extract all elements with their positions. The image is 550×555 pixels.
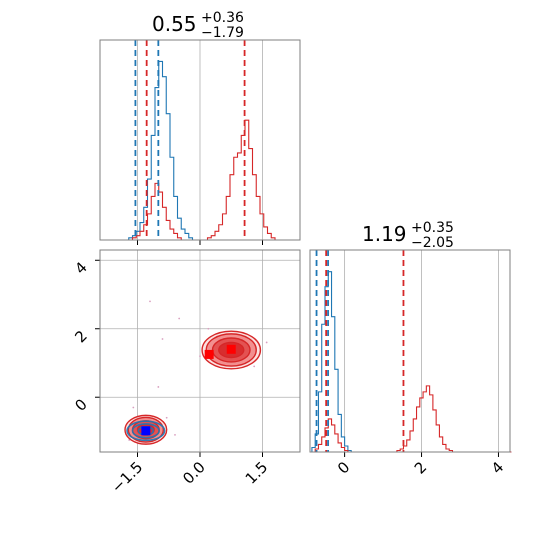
scatter-marker-square-1 <box>226 344 236 354</box>
title-param1-value: 0.55 <box>152 12 197 36</box>
scatter-outlier-point-10 <box>157 386 160 388</box>
title-param1: 0.55 +0.36 −1.79 <box>152 10 244 41</box>
scatter-outlier-point-8 <box>174 433 176 436</box>
x-param1-tick-label-0: −1.5 <box>108 458 146 496</box>
scatter-outlier-point-5 <box>132 406 135 409</box>
scatter-outlier-point-2 <box>161 338 164 340</box>
title-param2-lower: −2.05 <box>411 235 454 251</box>
x-param1-tick-label-1: 0.0 <box>179 458 209 488</box>
scatter-outlier-point-6 <box>165 416 168 419</box>
panel-hist-param2 <box>309 249 512 457</box>
y-param2-tick-label-0: 0 <box>71 395 90 414</box>
hist1-hist-red-1 <box>125 119 283 241</box>
y-param2-tick-label-1: 2 <box>71 327 90 346</box>
blue-contour-mode0-level1 <box>131 423 160 439</box>
panel-scatter-2d <box>95 249 301 457</box>
x-param1-tick-label-2: 1.5 <box>242 458 272 488</box>
title-param2-value: 1.19 <box>362 222 407 246</box>
scatter-outlier-point-11 <box>207 327 210 330</box>
scatter-frame <box>99 249 301 453</box>
hist1-hist-blue-0 <box>125 60 283 241</box>
scatter-outlier-point-3 <box>265 341 268 344</box>
x-param2-tick-label-0: 0 <box>334 458 353 477</box>
title-param1-lower: −1.79 <box>201 25 244 41</box>
title-param2: 1.19 +0.35 −2.05 <box>362 220 454 251</box>
x-param2-tick-label-2: 4 <box>488 458 507 477</box>
scatter-outlier-point-0 <box>149 300 151 303</box>
blue-contour-mode0-level2 <box>126 420 166 442</box>
title-param2-upper: +0.35 <box>411 220 454 236</box>
scatter-outlier-point-4 <box>199 355 201 358</box>
x-param2-tick-label-1: 2 <box>411 458 430 477</box>
scatter-marker-square-0 <box>204 349 214 359</box>
panel-hist-param1 <box>99 39 301 245</box>
hist2-frame <box>309 249 511 453</box>
scatter-marker-square-2 <box>141 426 151 436</box>
hist1-frame <box>99 39 301 241</box>
axis-tick-labels: −1.5 0.0 1.5 0 2 4 0 2 4 <box>71 258 507 496</box>
hist2-hist-blue-0 <box>311 271 512 453</box>
scatter-outlier-point-9 <box>253 365 256 368</box>
scatter-outlier-point-1 <box>178 317 181 320</box>
title-param1-upper: +0.36 <box>201 10 244 26</box>
y-param2-tick-label-2: 4 <box>71 258 90 277</box>
